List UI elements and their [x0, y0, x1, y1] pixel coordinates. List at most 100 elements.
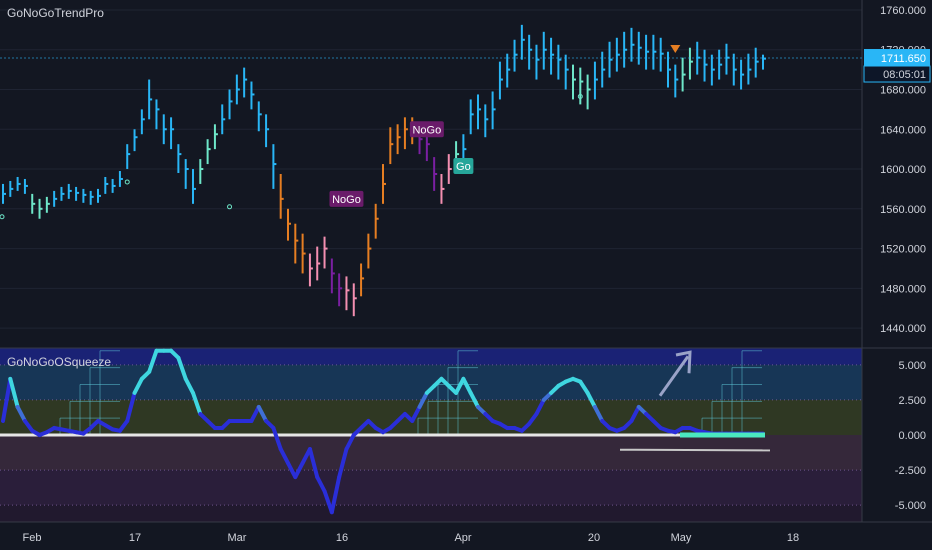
price-bar: [104, 176, 109, 194]
price-bar: [498, 61, 503, 100]
price-bar: [265, 114, 270, 148]
osc-zone-0: [0, 348, 862, 365]
price-bar: [97, 188, 101, 203]
price-tick-label: 1440.000: [880, 323, 926, 335]
oscillator-segment: [132, 376, 144, 395]
price-bar: [82, 188, 87, 203]
price-bar: [279, 174, 284, 219]
price-bar: [374, 203, 379, 239]
oscillator-segment: [15, 404, 27, 423]
price-bar: [323, 236, 328, 269]
price-tick-label: 1560.000: [880, 204, 926, 216]
oscillator-segment: [329, 475, 342, 515]
oscillator-segment: [527, 411, 539, 426]
price-bar: [440, 174, 445, 204]
price-bar: [535, 44, 540, 80]
oscillator-segment: [117, 418, 130, 433]
osc-tick-label: -2.500: [895, 465, 926, 477]
price-bar: [740, 59, 745, 90]
annotation-label-bg: [453, 158, 474, 175]
oscillator-segment: [8, 376, 20, 409]
price-bar: [206, 139, 211, 165]
price-bar: [118, 171, 123, 187]
price-bar: [352, 283, 357, 317]
price-bar: [652, 34, 657, 70]
price-bar: [162, 114, 167, 145]
price-bar: [89, 190, 94, 205]
price-bar: [257, 101, 262, 132]
price-bar: [23, 178, 28, 194]
oscillator-segment: [315, 475, 327, 494]
price-bar: [60, 186, 65, 201]
price-bar: [403, 117, 408, 150]
oscillator-segment: [22, 418, 35, 433]
time-tick-label: Mar: [228, 532, 247, 544]
price-bar: [542, 31, 547, 70]
oscillator-segment: [191, 390, 203, 416]
price-bar: [287, 208, 291, 241]
price-bar: [447, 154, 452, 184]
osc-zone-2: [0, 399, 862, 435]
price-bar: [199, 159, 204, 184]
price-bar: [615, 37, 620, 72]
osc-tick-label: 5.000: [898, 360, 926, 372]
price-bar: [732, 53, 737, 86]
oscillator-segment: [183, 376, 195, 395]
price-bar: [111, 178, 116, 193]
osc-zone-4: [0, 470, 862, 506]
price-bar: [367, 233, 372, 269]
price-bar: [2, 183, 6, 204]
price-bar: [674, 64, 679, 98]
last-price-tag: [864, 49, 930, 67]
price-bar: [213, 124, 218, 150]
price-bar: [703, 49, 708, 82]
time-tick-label: Apr: [454, 532, 471, 544]
price-bar: [170, 117, 175, 150]
trend-arrow-shaft: [658, 355, 690, 397]
annotation-label: Go: [456, 161, 471, 173]
oscillator-segment: [454, 376, 466, 395]
price-bar: [177, 144, 182, 174]
oscillator-segment: [417, 390, 429, 409]
oscillator-segment: [307, 447, 320, 480]
price-bar: [762, 54, 766, 70]
time-tick-label: Feb: [23, 532, 42, 544]
annotation-label: NoGo: [332, 194, 361, 206]
price-bar: [477, 94, 481, 130]
oscillator-indicator-title: GoNoGoOSqueeze: [7, 355, 112, 369]
osc-tick-label: -5.000: [895, 500, 926, 512]
price-tick-label: 1480.000: [880, 283, 926, 295]
price-bar: [718, 49, 723, 80]
price-bar: [688, 47, 693, 80]
annotation-label-bg: [329, 190, 364, 207]
price-bar: [221, 104, 226, 135]
go-dot-marker: [577, 93, 583, 99]
countdown-tag: [863, 65, 931, 83]
osc-zone-5: [0, 505, 862, 522]
osc-tick-label: 0.000: [898, 430, 926, 442]
price-bar: [513, 39, 518, 72]
price-bar: [148, 79, 153, 120]
annotation-label: NoGo: [412, 124, 441, 136]
price-bar: [67, 183, 72, 199]
oscillator-segment: [176, 355, 188, 381]
price-bar: [126, 144, 131, 170]
oscillator-segment: [125, 390, 137, 423]
price-bar: [345, 276, 350, 311]
trend-triangle-marker: [670, 45, 681, 53]
price-bar: [338, 273, 343, 307]
price-bar: [754, 47, 759, 78]
oscillator-segment: [293, 461, 305, 480]
time-tick-label: 18: [787, 532, 799, 544]
price-tick-label: 1760.000: [880, 5, 926, 17]
trend-arrow-head: [675, 350, 692, 374]
price-bar: [601, 51, 606, 88]
price-bar: [294, 223, 299, 264]
oscillator-segment: [468, 390, 480, 409]
price-bar: [630, 27, 635, 62]
price-bar: [235, 74, 240, 105]
osc-zone-3: [0, 435, 862, 471]
price-bar: [330, 258, 335, 294]
oscillator-segment: [249, 404, 261, 423]
